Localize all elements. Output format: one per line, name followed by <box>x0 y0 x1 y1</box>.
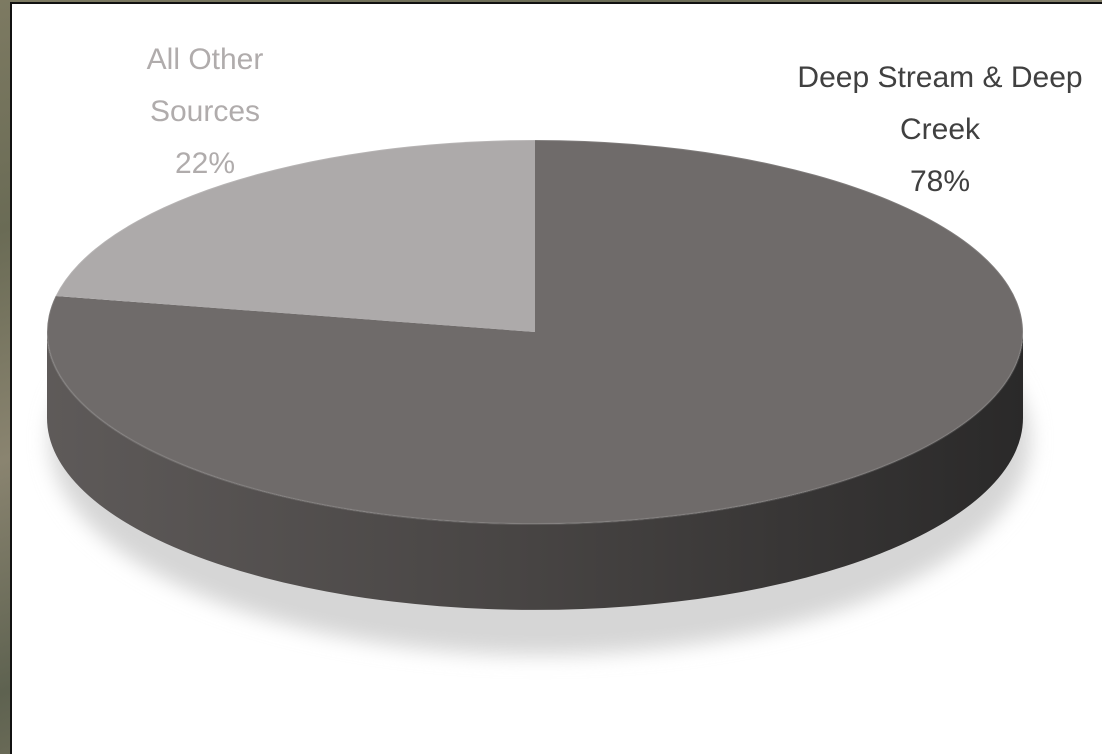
slice-name: All Other Sources <box>146 43 264 128</box>
pie-slice <box>55 140 535 332</box>
slice-value: 22% <box>174 147 236 180</box>
pie-slice <box>46 140 1024 525</box>
slice-rim <box>46 139 1024 525</box>
slice-label: Deep Stream & Deep Creek 78% <box>790 52 1090 208</box>
slice-side <box>47 332 1023 610</box>
slice-label: All Other Sources 22% <box>95 34 315 190</box>
slice-value: 78% <box>909 165 971 198</box>
slice-name: Deep Stream & Deep Creek <box>797 61 1083 146</box>
